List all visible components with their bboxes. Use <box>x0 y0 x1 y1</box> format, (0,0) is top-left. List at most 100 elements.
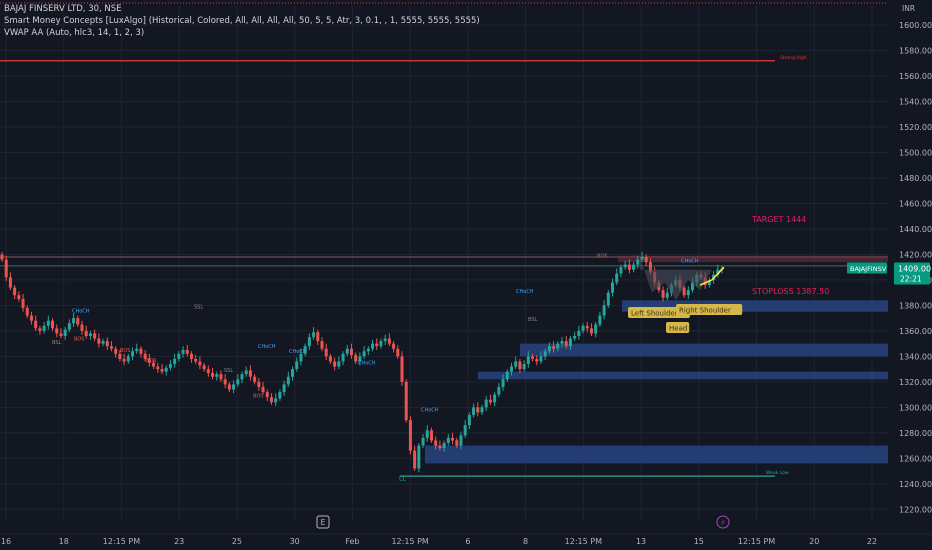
candle <box>38 328 42 331</box>
candle <box>442 443 446 449</box>
candle <box>345 348 349 354</box>
candle <box>488 399 492 403</box>
candle <box>392 343 396 349</box>
candle <box>244 370 248 375</box>
candle <box>189 353 193 359</box>
legend-vwap-indicator[interactable]: VWAP AA (Auto, hlc3, 14, 1, 2, 3) <box>4 28 145 38</box>
y-tick-label: 1320.00 <box>899 378 932 387</box>
weak-low-label: Weak Low <box>766 470 789 476</box>
candle <box>63 329 67 336</box>
x-tick-label: Feb <box>345 537 359 546</box>
candle <box>181 350 185 354</box>
candle <box>206 369 210 373</box>
candle <box>505 371 509 380</box>
y-tick-label: 1420.00 <box>899 250 932 259</box>
candle <box>105 341 109 347</box>
candle <box>80 324 84 331</box>
candle <box>109 346 113 349</box>
y-tick-label: 1220.00 <box>899 505 932 514</box>
pattern-label: Head <box>669 324 687 332</box>
candle <box>139 348 143 354</box>
candle <box>573 335 577 339</box>
annotation-text: CHoCH <box>421 408 439 414</box>
candle <box>623 264 627 268</box>
candle <box>594 324 598 334</box>
annotation-text: SSL <box>194 305 203 311</box>
candle <box>135 348 139 352</box>
x-tick-label: 8 <box>523 537 528 546</box>
order-block <box>520 343 888 357</box>
annotation-text: CHoCH <box>516 289 534 295</box>
annotation-text: BOS <box>74 336 84 342</box>
candle <box>455 440 459 446</box>
legend-symbol[interactable]: BAJAJ FINSERV LTD, 30, NSE <box>4 4 122 14</box>
candle <box>349 348 353 356</box>
candle <box>261 386 265 393</box>
trend-line <box>699 266 725 286</box>
pattern-label-bg <box>628 307 690 318</box>
y-tick-label: 1560.00 <box>899 72 932 81</box>
candle <box>122 358 126 362</box>
candle <box>547 346 551 352</box>
candle <box>337 361 341 367</box>
candle <box>93 333 97 339</box>
candle <box>417 445 421 469</box>
candle <box>602 305 606 316</box>
order-block <box>478 371 888 380</box>
x-tick-label: 22 <box>867 537 877 546</box>
last-price-value: 1409.00 <box>898 264 931 273</box>
y-tick-label: 1260.00 <box>899 454 932 463</box>
candle <box>472 407 476 415</box>
chart-legend: BAJAJ FINSERV LTD, 30, NSE Smart Money C… <box>4 3 480 39</box>
candle <box>59 333 63 336</box>
dividend-icon-label: ⚡ <box>721 519 726 527</box>
candle <box>286 376 290 385</box>
candle <box>434 440 438 446</box>
target-label: TARGET 1444 <box>751 215 806 224</box>
candle <box>173 358 177 365</box>
symbol-badge <box>847 262 887 274</box>
candle <box>606 292 610 306</box>
y-tick-label: 1480.00 <box>899 174 932 183</box>
x-tick-label: 20 <box>809 537 819 546</box>
candle <box>211 372 215 377</box>
candle <box>34 320 38 329</box>
legend-smc-indicator[interactable]: Smart Money Concepts [LuxAlgo] (Historic… <box>4 16 480 26</box>
x-tick-label: 15 <box>694 537 704 546</box>
candle <box>577 330 581 336</box>
y-tick-label: 1540.00 <box>899 98 932 107</box>
order-block <box>425 445 888 464</box>
y-tick-label: 1440.00 <box>899 225 932 234</box>
candle <box>194 358 198 362</box>
annotation-text: BOS <box>120 348 130 354</box>
candle <box>501 379 505 387</box>
annotation-text: BSL <box>528 317 538 323</box>
candle <box>459 435 463 446</box>
candle <box>152 362 156 367</box>
candle <box>627 264 631 270</box>
candle <box>202 365 206 370</box>
candle <box>328 356 332 362</box>
candle <box>463 425 467 436</box>
candle <box>316 332 320 342</box>
candle <box>568 338 572 347</box>
candle <box>581 325 585 331</box>
annotation-text: BOS <box>253 394 263 400</box>
candle <box>67 323 71 330</box>
currency-label: INR <box>902 4 915 13</box>
candle <box>425 430 429 438</box>
candle <box>307 337 311 347</box>
candle <box>320 341 324 349</box>
annotation-text: BSL <box>52 340 62 346</box>
candle <box>269 397 273 403</box>
candle <box>76 318 80 325</box>
candle <box>716 269 720 275</box>
candle <box>535 358 539 362</box>
y-tick-label: 1340.00 <box>899 352 932 361</box>
candle <box>312 332 316 338</box>
annotation-text: CHoCH <box>289 349 307 355</box>
candle <box>88 333 92 336</box>
candle <box>341 353 345 362</box>
candle <box>615 273 619 283</box>
